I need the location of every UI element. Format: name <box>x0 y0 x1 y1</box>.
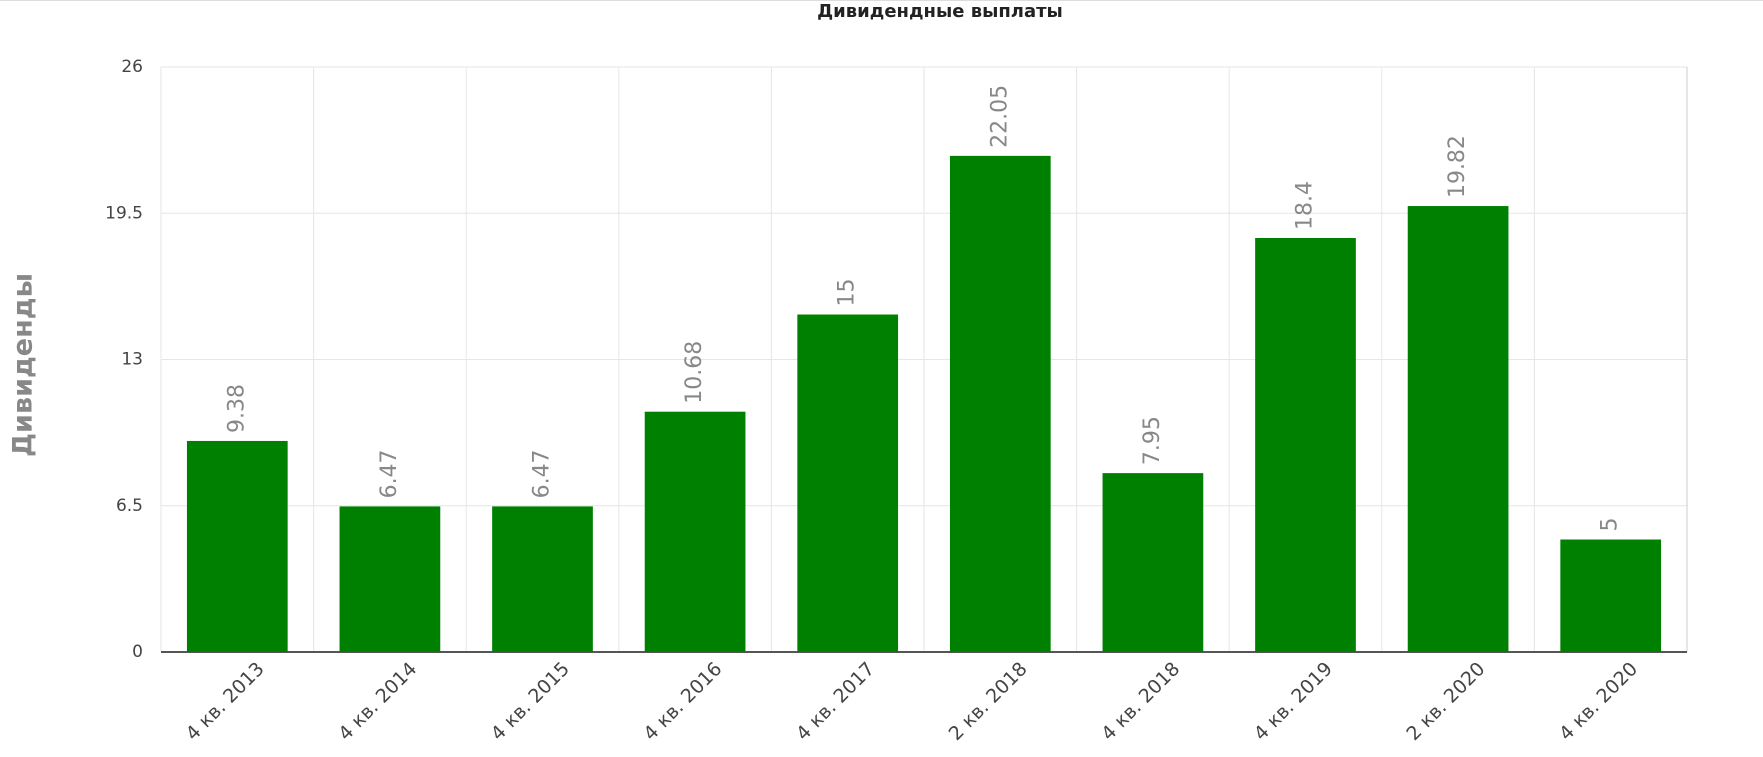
x-tick-label: 4 кв. 2015 <box>487 658 574 745</box>
x-tick-label: 2 кв. 2020 <box>1402 658 1489 745</box>
value-label: 18.4 <box>1293 181 1318 230</box>
x-tick-label: 2 кв. 2018 <box>945 658 1032 745</box>
value-label: 5 <box>1598 518 1623 532</box>
bar <box>1560 539 1662 652</box>
y-tick-label: 0 <box>132 642 143 662</box>
x-tick-label: 4 кв. 2013 <box>182 658 269 745</box>
value-label: 10.68 <box>682 341 707 404</box>
bar <box>339 506 441 652</box>
bar <box>797 314 899 652</box>
x-tick-label: 4 кв. 2017 <box>792 658 879 745</box>
x-tick-label: 4 кв. 2019 <box>1250 658 1337 745</box>
value-label: 7.95 <box>1140 416 1165 465</box>
bar <box>949 155 1051 652</box>
x-tick-label: 4 кв. 2016 <box>639 658 726 745</box>
y-tick-label: 13 <box>121 350 143 370</box>
value-label: 15 <box>835 279 860 307</box>
value-label: 19.82 <box>1445 135 1470 198</box>
y-axis-label: Дивиденды <box>8 273 39 457</box>
x-tick-label: 4 кв. 2014 <box>334 658 421 745</box>
bar <box>1102 473 1204 652</box>
value-label: 22.05 <box>987 85 1012 148</box>
bar <box>1407 206 1509 653</box>
bar <box>644 411 746 652</box>
chart-title: Дивидендные выплаты <box>817 1 1063 22</box>
bar <box>1255 238 1356 652</box>
x-tick-label: 4 кв. 2018 <box>1097 658 1184 745</box>
value-label: 6.47 <box>377 449 402 498</box>
x-tick-label: 4 кв. 2020 <box>1555 658 1642 745</box>
y-tick-label: 26 <box>121 57 143 77</box>
y-tick-label: 19.5 <box>105 203 143 223</box>
bar <box>492 506 593 652</box>
bar <box>186 440 288 652</box>
value-label: 6.47 <box>530 449 555 498</box>
y-tick-label: 6.5 <box>116 496 143 516</box>
value-label: 9.38 <box>224 384 249 433</box>
